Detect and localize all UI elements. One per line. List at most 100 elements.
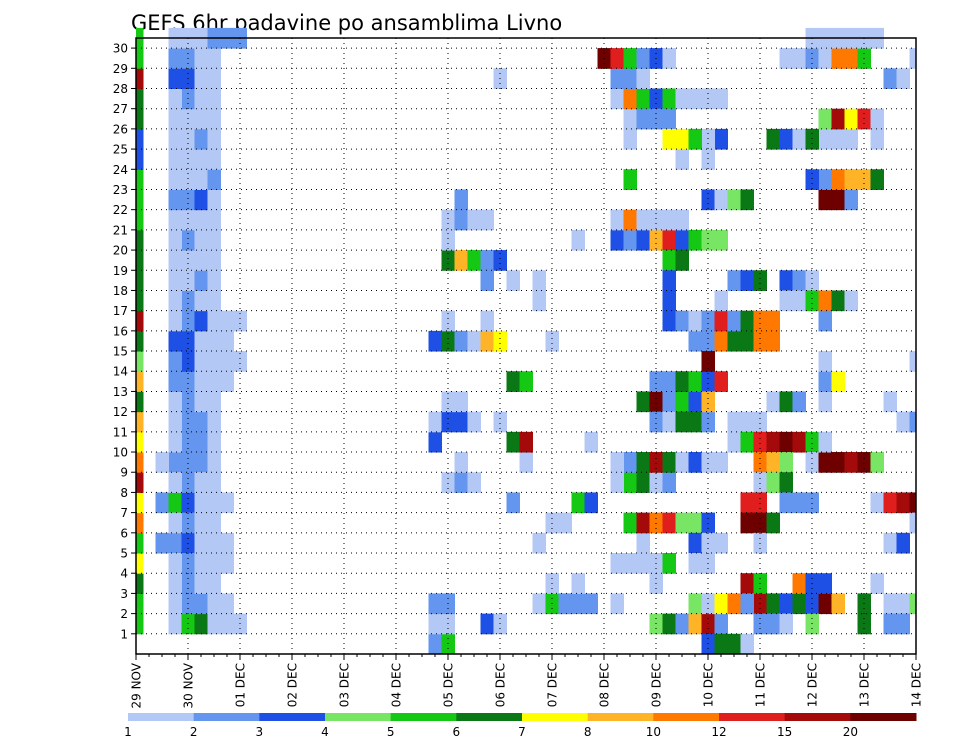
- heatmap-cell: [168, 48, 182, 69]
- heatmap-cell: [168, 371, 182, 392]
- heatmap-cell: [662, 472, 676, 493]
- heatmap-cell: [766, 452, 780, 473]
- heatmap-cell: [558, 512, 572, 534]
- heatmap-cell: [714, 189, 728, 211]
- heatmap-cell: [181, 128, 195, 150]
- heatmap-cell: [792, 48, 806, 69]
- heatmap-cell: [766, 593, 780, 615]
- heatmap-cell: [181, 492, 195, 514]
- y-tick-label: 18: [113, 284, 128, 298]
- heatmap-cell: [181, 149, 195, 170]
- heatmap-cell: [194, 209, 208, 231]
- heatmap-cell: [136, 128, 144, 150]
- y-tick-label: 16: [113, 324, 128, 338]
- heatmap-cell: [558, 593, 572, 615]
- heatmap-cell: [168, 68, 182, 89]
- heatmap-cell: [636, 452, 650, 473]
- heatmap-cell: [909, 512, 916, 534]
- heatmap-cell: [818, 189, 832, 211]
- heatmap-cell: [701, 310, 715, 332]
- heatmap-cell: [870, 128, 884, 150]
- heatmap-cell: [207, 411, 221, 433]
- heatmap-cell: [623, 472, 637, 493]
- heatmap-cell: [571, 573, 585, 594]
- heatmap-cell: [883, 532, 897, 554]
- heatmap-cell: [207, 351, 221, 372]
- heatmap-cell: [831, 452, 845, 473]
- heatmap-cell: [168, 330, 182, 352]
- heatmap-cell: [194, 431, 208, 453]
- heatmap-cell: [636, 88, 650, 110]
- y-tick-label: 29: [113, 62, 128, 76]
- heatmap-cell: [740, 573, 754, 594]
- x-tick-label: 29 NOV: [130, 662, 144, 708]
- heatmap-cell: [168, 411, 182, 433]
- heatmap-cell: [727, 411, 741, 433]
- heatmap-cell: [701, 189, 715, 211]
- colorbar-swatch: [325, 713, 392, 721]
- heatmap-cell: [454, 209, 468, 231]
- heatmap-cell: [766, 128, 780, 150]
- heatmap-cell: [532, 290, 546, 312]
- heatmap-cell: [779, 492, 793, 514]
- heatmap-cell: [207, 108, 221, 130]
- heatmap-cell: [181, 452, 195, 473]
- heatmap-cell: [220, 351, 234, 372]
- heatmap-cell: [207, 472, 221, 493]
- heatmap-cell: [701, 411, 715, 433]
- heatmap-cell: [168, 88, 182, 110]
- heatmap-cell: [883, 68, 897, 89]
- colorbar-label: 3: [256, 725, 264, 739]
- heatmap-cell: [480, 270, 494, 291]
- heatmap-cell: [207, 270, 221, 291]
- heatmap-cell: [519, 452, 533, 473]
- heatmap-cell: [610, 452, 624, 473]
- heatmap-cell: [194, 48, 208, 69]
- x-axis-ticks: 29 NOV 30 NOV 01 DEC 02 DEC 03 DEC 04 DEC 05 D…: [130, 654, 924, 709]
- colorbar-swatch: [193, 713, 260, 721]
- heatmap-cell: [207, 209, 221, 231]
- heatmap-cell: [753, 270, 767, 291]
- x-tick-label: 14 DEC: [910, 663, 924, 707]
- heatmap-cell: [766, 472, 780, 493]
- heatmap-cell: [207, 371, 221, 392]
- heatmap-cell: [779, 270, 793, 291]
- heatmap-cell: [194, 553, 208, 574]
- heatmap-cell: [207, 391, 221, 413]
- x-tick-label: 03 DEC: [338, 663, 352, 707]
- heatmap-cell: [168, 532, 182, 554]
- heatmap-cell: [753, 411, 767, 433]
- heatmap-cell: [675, 371, 689, 392]
- heatmap-cell: [136, 593, 144, 615]
- heatmap-cell: [727, 310, 741, 332]
- heatmap-cell: [467, 250, 481, 271]
- heatmap-cell: [766, 431, 780, 453]
- heatmap-cell: [753, 330, 767, 352]
- heatmap-cell: [831, 593, 845, 615]
- heatmap-cell: [136, 68, 144, 89]
- x-tick-label: 30 NOV: [182, 662, 196, 708]
- heatmap-cell: [181, 351, 195, 372]
- heatmap-cell: [805, 290, 819, 312]
- heatmap-cell: [662, 553, 676, 574]
- heatmap-cell: [428, 633, 442, 655]
- heatmap-cell: [194, 169, 208, 190]
- heatmap-cell: [649, 472, 663, 493]
- heatmap-cell: [779, 128, 793, 150]
- heatmap-cell: [136, 229, 144, 251]
- heatmap-cell: [168, 573, 182, 594]
- heatmap-cell: [714, 290, 728, 312]
- colorbar-swatch: [522, 713, 589, 721]
- colorbar-label: 7: [518, 725, 526, 739]
- heatmap-cell: [623, 169, 637, 190]
- heatmap-cell: [805, 431, 819, 453]
- heatmap-cell: [675, 512, 689, 534]
- heatmap-cell: [610, 209, 624, 231]
- heatmap-cell: [675, 452, 689, 473]
- heatmap-cell: [870, 169, 884, 190]
- heatmap-cell: [181, 512, 195, 534]
- heatmap-cell: [623, 108, 637, 130]
- heatmap-cell: [493, 330, 507, 352]
- heatmap-cell: [194, 411, 208, 433]
- heatmap-cell: [831, 48, 845, 69]
